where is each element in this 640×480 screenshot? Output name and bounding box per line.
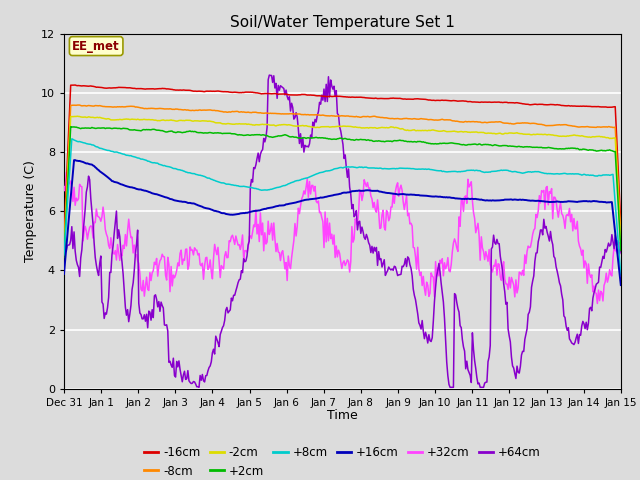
Title: Soil/Water Temperature Set 1: Soil/Water Temperature Set 1 bbox=[230, 15, 455, 30]
X-axis label: Time: Time bbox=[327, 409, 358, 422]
Text: EE_met: EE_met bbox=[72, 39, 120, 53]
Legend: -16cm, -8cm, -2cm, +2cm, +8cm, +16cm, +32cm, +64cm: -16cm, -8cm, -2cm, +2cm, +8cm, +16cm, +3… bbox=[140, 441, 545, 480]
Y-axis label: Temperature (C): Temperature (C) bbox=[24, 160, 36, 262]
